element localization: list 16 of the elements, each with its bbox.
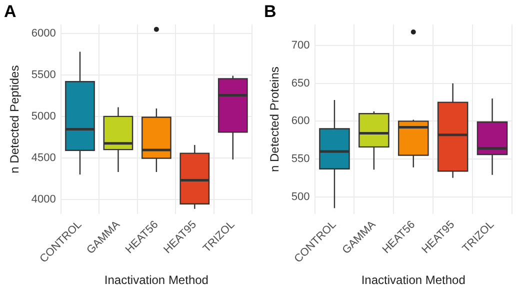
- y-tick-label: 4000: [31, 193, 56, 206]
- chart-title: B: [264, 2, 276, 21]
- y-tick-label: 5000: [31, 110, 56, 122]
- y-axis-title: n Detected Proteins: [268, 66, 282, 172]
- y-tick-label: 600: [291, 115, 310, 128]
- y-axis-title: n Detected Peptides: [8, 65, 22, 174]
- y-tick-label: 550: [291, 153, 310, 166]
- x-axis-title: Inactivation Method: [361, 273, 466, 288]
- x-axis-title: Inactivation Method: [104, 273, 208, 288]
- y-tick-label: 4500: [31, 152, 56, 164]
- y-tick-label: 650: [291, 77, 310, 90]
- chart-title: A: [4, 2, 16, 21]
- y-tick-label: 5500: [31, 69, 56, 81]
- y-tick-label: 700: [291, 40, 310, 52]
- y-tick-label: 6000: [31, 28, 56, 40]
- y-tick-label: 500: [291, 190, 310, 203]
